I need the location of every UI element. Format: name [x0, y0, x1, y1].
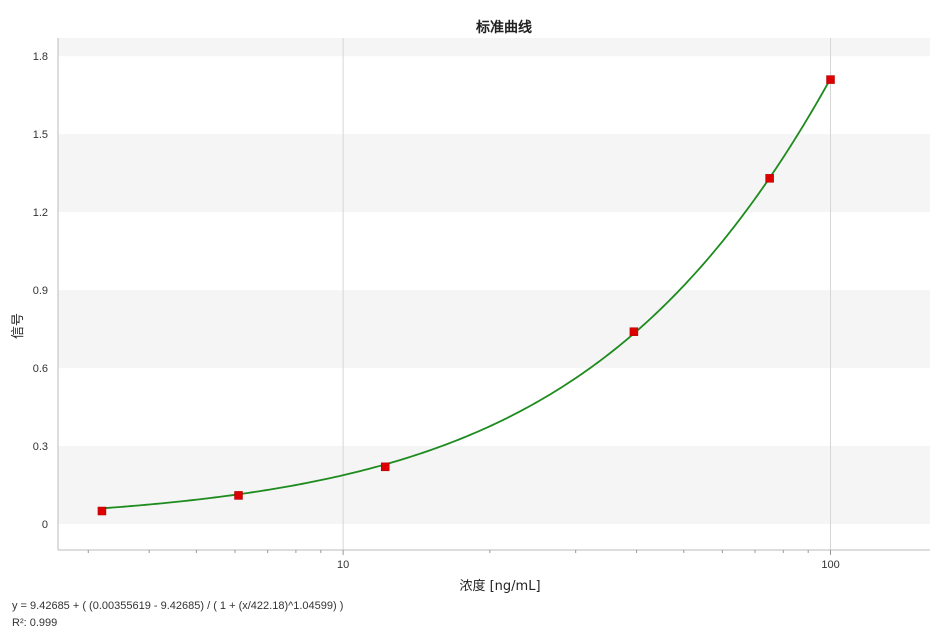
chart-title: 标准曲线	[475, 19, 532, 36]
data-point	[765, 174, 774, 183]
y-tick-label: 0.9	[33, 285, 48, 297]
y-tick-label: 0.6	[33, 363, 48, 375]
r-squared: R²: 0.999	[12, 617, 58, 629]
plot-frame	[57, 38, 930, 551]
x-axis-label: 浓度 [ng/mL]	[459, 578, 540, 594]
x-tick-label: 10	[337, 559, 349, 571]
plot-background-bands	[58, 38, 930, 525]
data-point	[826, 75, 835, 84]
fit-curve	[101, 78, 832, 510]
data-points-layer	[97, 75, 835, 516]
data-point	[380, 462, 390, 472]
tick-labels: 0 0.3 0.6 0.9 1.2 1.5 1.8 10 100	[33, 51, 840, 571]
data-point	[234, 491, 243, 500]
tick-marks	[87, 550, 832, 555]
grid-band	[58, 134, 930, 213]
y-tick-label: 0	[42, 519, 48, 531]
y-tick-label: 1.8	[33, 51, 48, 63]
fit-equation: y = 9.42685 + ( (0.00355619 - 9.42685) /…	[12, 600, 344, 612]
grid-band	[58, 290, 930, 369]
grid-lines	[342, 38, 832, 550]
chart: 0 0.3 0.6 0.9 1.2 1.5 1.8 10 100 标准曲线 浓度 [ng/mL]…	[11, 19, 930, 594]
data-point	[97, 506, 107, 516]
y-axis-label: 信号	[11, 313, 26, 339]
y-tick-label: 1.2	[33, 207, 48, 219]
fit-curve-layer	[101, 78, 832, 510]
y-tick-label: 0.3	[33, 441, 48, 453]
grid-band	[58, 446, 930, 525]
x-tick-label: 100	[821, 559, 839, 571]
data-point	[629, 327, 639, 336]
grid-band	[58, 38, 930, 57]
y-tick-label: 1.5	[33, 129, 48, 141]
